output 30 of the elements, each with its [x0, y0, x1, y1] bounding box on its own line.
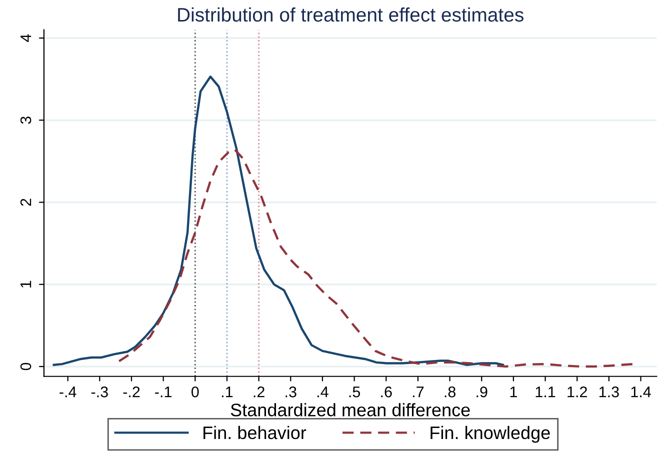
y-tick-label: 4 — [20, 34, 32, 42]
x-tick-label: 1.3 — [599, 386, 619, 398]
y-tick-label: 2 — [20, 198, 32, 206]
legend-label: Fin. behavior — [204, 426, 306, 440]
x-tick-label: .4 — [317, 386, 328, 398]
x-tick-label: -.3 — [91, 386, 108, 398]
x-tick-label: 1.1 — [536, 386, 556, 398]
x-tick-label: 1.4 — [631, 386, 651, 398]
x-tick-label: .8 — [444, 386, 456, 398]
legend-label: Fin. knowledge — [430, 426, 550, 443]
x-tick-label: .7 — [412, 386, 424, 398]
y-tick-label: 3 — [20, 116, 32, 124]
line-series — [52, 76, 504, 366]
x-tick-label: 1 — [510, 386, 517, 398]
x-axis-title: Standardized mean difference — [230, 403, 470, 416]
x-tick-label: -.4 — [60, 386, 76, 398]
x-tick-label: .5 — [349, 386, 360, 398]
x-tick-label: -.1 — [155, 386, 172, 398]
x-tick-label: .6 — [381, 386, 392, 398]
x-tick-label: -.2 — [123, 386, 140, 398]
x-tick-label: .9 — [476, 386, 488, 398]
x-tick-label: 0 — [191, 386, 199, 398]
line-series — [118, 148, 634, 368]
y-tick-label: 1 — [20, 280, 32, 288]
y-tick-label: 0 — [20, 362, 32, 370]
chart-title: Distribution of treatment effect estimates — [178, 7, 524, 22]
x-tick-label: .2 — [254, 386, 264, 398]
x-tick-label: 1.2 — [568, 386, 587, 398]
x-tick-label: .1 — [222, 386, 233, 398]
x-tick-label: .3 — [286, 386, 296, 398]
